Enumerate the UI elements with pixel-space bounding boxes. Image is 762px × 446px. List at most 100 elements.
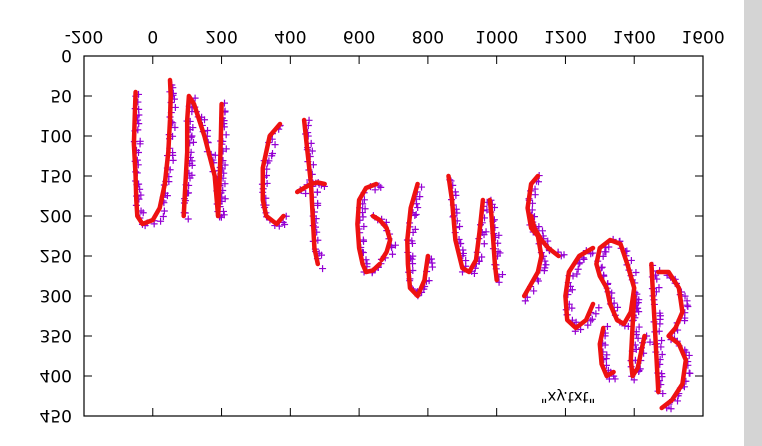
- overlay-stroke: [181, 93, 221, 219]
- scatter-point: [189, 138, 197, 146]
- scatter-point: [685, 369, 693, 377]
- y-tick-label: 200: [40, 205, 72, 225]
- overlay-stroke: [528, 213, 561, 259]
- scatter-point: [544, 237, 552, 245]
- scatter-point: [540, 267, 548, 275]
- scatter-point: [391, 241, 399, 249]
- scatter-point: [139, 209, 147, 217]
- overlay-stroke: [594, 237, 637, 327]
- scatter-point: [361, 205, 369, 213]
- y-tick-label: 50: [50, 85, 72, 105]
- overlay-stroke: [355, 181, 382, 275]
- overlay-stroke: [563, 245, 596, 331]
- scatter-point: [568, 304, 576, 312]
- scatter-point: [681, 317, 689, 325]
- scatter-point: [388, 250, 396, 258]
- scatter-point: [409, 260, 417, 268]
- scatter-point: [171, 124, 179, 132]
- overlay-stroke: [131, 77, 173, 227]
- scatter-point: [302, 189, 310, 197]
- scatter-point: [587, 317, 595, 325]
- scatter-point: [627, 256, 635, 264]
- overlay-stroke: [649, 261, 661, 395]
- scatter-point: [667, 405, 675, 413]
- scatter-point: [632, 345, 640, 353]
- scatter-point: [314, 201, 322, 209]
- scatter-point: [211, 151, 219, 159]
- scatter-point: [542, 261, 550, 269]
- scatter-point: [184, 215, 192, 223]
- scatter-point: [656, 320, 664, 328]
- scatter-point: [220, 211, 228, 219]
- scatter-point: [495, 231, 503, 239]
- scatter-point: [480, 240, 488, 248]
- scatter-point: [614, 303, 622, 311]
- scatter-point: [371, 186, 379, 194]
- scatter-point: [411, 211, 419, 219]
- x-tick-label: 200: [205, 26, 237, 46]
- scatter-point: [221, 180, 229, 188]
- scrollbar-border: [742, 0, 744, 446]
- scatter-point: [632, 268, 640, 276]
- scatter-point: [136, 140, 144, 148]
- y-tick-label: 350: [40, 325, 72, 345]
- scatter-point: [655, 284, 663, 292]
- scatter-point: [531, 191, 539, 199]
- scatter-point: [683, 301, 691, 309]
- scatter-point: [495, 278, 503, 286]
- scatter-point: [634, 334, 642, 342]
- x-tick-label: 0: [147, 26, 158, 46]
- scatter-point: [569, 272, 577, 280]
- scatter-point: [412, 211, 420, 219]
- scatter-point: [646, 338, 654, 346]
- scatter-point: [222, 131, 230, 139]
- overlay-stroke: [301, 117, 321, 267]
- scatter-point: [572, 318, 580, 326]
- overlay-stroke: [260, 121, 286, 227]
- overlay-stroke: [628, 293, 647, 379]
- x-tick-label: 800: [412, 26, 444, 46]
- scatter-point: [657, 343, 665, 351]
- scatter-point: [360, 223, 368, 231]
- scatter-point: [318, 251, 326, 259]
- x-tick-label: 1000: [475, 26, 518, 46]
- y-tick-label: 250: [40, 245, 72, 265]
- scatter-point: [409, 228, 417, 236]
- x-tick-label: 600: [343, 26, 375, 46]
- scatter-point: [684, 303, 692, 311]
- scatter-point: [159, 213, 167, 221]
- overlay-stroke: [294, 180, 327, 195]
- scatter-point: [599, 252, 607, 260]
- scatter-point: [605, 243, 613, 251]
- scatter-point: [535, 223, 543, 231]
- scatter-point: [221, 161, 229, 169]
- overlay-stroke: [487, 197, 499, 283]
- scatter-point: [658, 351, 666, 359]
- scatter-point: [189, 124, 197, 132]
- scatter-point: [271, 141, 279, 149]
- scatter-point: [577, 325, 585, 333]
- x-tick-label: 400: [274, 26, 306, 46]
- scatter-point: [530, 287, 538, 295]
- scatter-point: [603, 323, 611, 331]
- vertical-scrollbar[interactable]: [744, 0, 762, 446]
- scatter-point: [635, 323, 643, 331]
- scatter-point: [416, 193, 424, 201]
- overlay-stroke: [597, 325, 616, 379]
- scatter-point: [222, 145, 230, 153]
- scatter-point: [598, 263, 606, 271]
- scatter-point: [219, 207, 227, 215]
- scatter-point: [595, 304, 603, 312]
- scatter-point: [268, 152, 276, 160]
- scatter-point: [592, 310, 600, 318]
- scatter-point: [538, 227, 546, 235]
- scatter-point: [588, 315, 596, 323]
- scatter-point: [171, 103, 179, 111]
- scatter-point: [574, 265, 582, 273]
- overlay-stroke: [370, 213, 393, 263]
- scatter-point: [580, 255, 588, 263]
- plot-frame: [83, 55, 704, 417]
- scatter-point: [602, 355, 610, 363]
- y-tick-label: 150: [40, 165, 72, 185]
- overlay-stroke: [656, 269, 689, 411]
